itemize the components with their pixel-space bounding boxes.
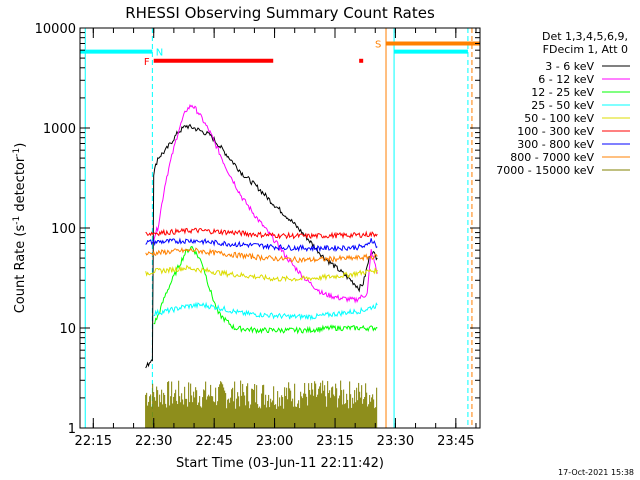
series-line-1 [153, 104, 378, 304]
y-axis-label-main: Count Rate (s [13, 225, 28, 314]
flag-label: N [156, 48, 163, 59]
x-tick-label: 22:30 [135, 434, 172, 449]
y-tick-label: 100 [51, 222, 76, 237]
legend-entry-label: 800 - 7000 keV [510, 151, 594, 164]
legend-entry-label: 6 - 12 keV [538, 73, 594, 86]
x-axis-label: Start Time (03-Jun-11 22:11:42) [176, 456, 384, 471]
date-stamp: 17-Oct-2021 15:38 [558, 468, 634, 477]
series-line-6 [145, 237, 378, 253]
y-axis-label-exp2: -1 [12, 148, 22, 157]
legend-header-line: FDecim 1, Att 0 [543, 43, 628, 56]
y-axis-label-middle: detector [13, 156, 28, 216]
series-line-4 [145, 264, 378, 283]
series-line-2 [153, 245, 378, 335]
y-axis: 1 10 100 1000 10000 [35, 22, 480, 437]
legend-entry-label: 7000 - 15000 keV [496, 164, 594, 177]
legend-entry-label: 100 - 300 keV [517, 125, 594, 138]
y-axis-label-end: ) [13, 143, 28, 148]
legend: Det 1,3,4,5,6,9,FDecim 1, Att 0 3 - 6 keV… [496, 30, 630, 177]
x-tick-label: 23:45 [437, 434, 474, 449]
y-axis-label-exp1: -1 [12, 216, 22, 225]
y-tick-label: 10 [59, 322, 76, 337]
legend-entry-label: 12 - 25 keV [531, 86, 594, 99]
flag-label: S [375, 39, 381, 50]
series-line-0 [145, 123, 378, 369]
legend-header-line: Det 1,3,4,5,6,9, [542, 30, 628, 43]
flag-label: F [144, 57, 150, 68]
series-line-3 [153, 301, 378, 321]
series-line-7 [145, 247, 378, 264]
x-tick-label: 22:45 [195, 434, 232, 449]
legend-entry-label: 25 - 50 keV [531, 99, 594, 112]
legend-entry-label: 50 - 100 keV [524, 112, 594, 125]
x-tick-label: 23:30 [377, 434, 414, 449]
y-tick-label: 10000 [35, 22, 76, 37]
x-tick-label: 23:00 [256, 434, 293, 449]
series-line-5 [145, 227, 378, 240]
x-tick-label: 23:15 [316, 434, 353, 449]
legend-entry-label: 3 - 6 keV [545, 60, 594, 73]
x-axis: 22:15 22:30 22:45 23:00 23:15 23:30 23:45 [75, 28, 477, 449]
chart-title: RHESSI Observing Summary Count Rates [125, 4, 435, 22]
x-tick-label: 22:15 [75, 434, 112, 449]
y-tick-label: 1000 [43, 122, 76, 137]
legend-entry-label: 300 - 800 keV [517, 138, 594, 151]
plot-area: NF S [80, 28, 480, 428]
y-tick-label: 1 [68, 422, 76, 437]
y-axis-label: Count Rate (s-1 detector-1) [12, 143, 28, 314]
